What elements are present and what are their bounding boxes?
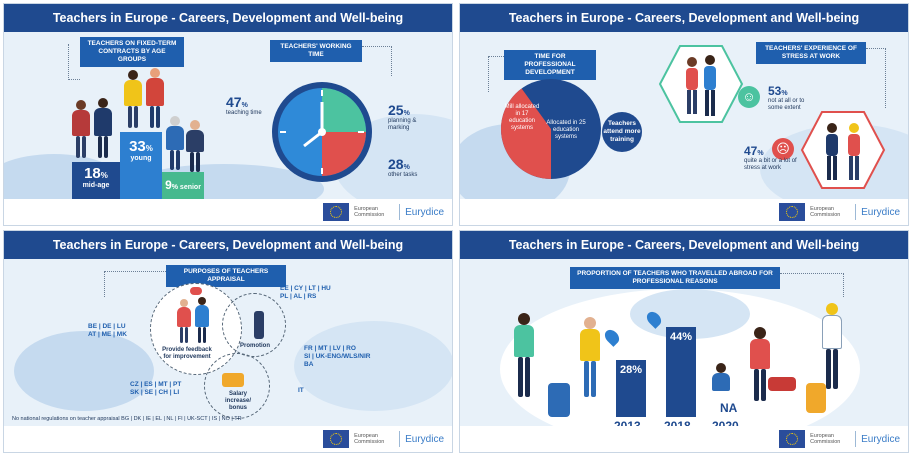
fixed-term-contracts-tag: TEACHERS ON FIXED-TERM CONTRACTS BY AGE … [80,37,184,67]
eurydice-brand: Eurydice [861,433,900,445]
connector-line [104,271,166,297]
high-stress-label: quite a bit or a lot of stress at work [744,158,797,171]
mid-age-block: 18% mid-age [72,162,120,200]
panel-title: Teachers in Europe - Careers, Developmen… [4,231,452,259]
planning-label: planning & marking [388,118,417,131]
sad-face-icon: ☹ [772,138,794,160]
attend-training-badge: Teachers attend more training [602,112,642,152]
low-stress-value: 53 [768,84,782,98]
pie-blue-label: Allocated in 25 education systems [546,120,586,140]
young-block: 33% young [120,132,162,200]
european-commission-label: European Commission [354,205,385,219]
background-cloud [294,321,452,411]
eurydice-brand: Eurydice [405,206,444,218]
stress-experience-tag: TEACHERS' EXPERIENCE OF STRESS AT WORK [756,42,866,64]
countries-all-purposes: FR | MT | LV | RO SI | UK-ENG/WLS/NIR BA [304,345,371,368]
panel-footer: European Commission Eurydice [4,426,452,452]
european-commission-label: European Commission [354,432,385,446]
pie-slice-not-allocated [501,88,551,179]
footer-logo: European Commission Eurydice [323,203,444,221]
infographic-panel-development-stress: Teachers in Europe - Careers, Developmen… [459,3,909,226]
travel-value-2020: NA [720,401,738,415]
planning-stat: 25% planning & marking [388,102,438,132]
pie-red-label: Mill allocated in 17 education systems [504,104,540,131]
teaching-time-label: teaching time [226,110,262,116]
teaching-time-value: 47 [226,94,242,110]
countries-feedback-only: BE | DE | LU AT | ME | MK [88,323,127,338]
footer-logo: European Commission Eurydice [779,203,900,221]
eu-flag-icon [323,430,350,448]
panel-title: Teachers in Europe - Careers, Developmen… [4,4,452,32]
high-stress-stat: 47% quite a bit or a lot of stress at wo… [744,144,800,172]
salary-circle [204,353,270,419]
infographic-panel-contracts-working-time: Teachers in Europe - Careers, Developmen… [3,3,453,226]
smile-face-icon: ☺ [738,86,760,108]
senior-label: senior [179,184,201,191]
professional-development-tag: TIME FOR PROFESSIONAL DEVELOPMENT [504,50,596,80]
european-commission-label: European Commission [810,205,841,219]
high-stress-hexagon [800,111,886,189]
planning-value: 25 [388,102,404,118]
connector-line [780,273,844,297]
mid-age-value: 18 [84,165,101,182]
country-salary-only: IT [298,387,304,394]
young-label: young [130,155,152,162]
travel-bar-2013: 28% [616,359,646,417]
planning-slice [322,88,366,132]
appraisal-purposes-tag: PURPOSES OF TEACHERS APPRAISAL [166,265,286,287]
travel-bar-2018: 44% [666,327,696,417]
feedback-label: Provide feedback for improvement [162,347,212,360]
teaching-time-stat: 47% teaching time [226,94,262,116]
low-stress-hexagon [658,45,744,123]
money-stack-icon [222,373,244,387]
suitcase-icon [548,383,570,417]
promotion-label: Promotion [240,343,270,349]
connector-line [68,44,80,80]
senior-block: 9% senior [162,172,204,200]
other-tasks-value: 28 [388,156,404,172]
countries-feedback-salary: CZ | ES | MT | PT SK | SE | CH | LI [130,381,182,396]
salary-label: Salary increase/ bonus [224,391,252,411]
eurydice-brand: Eurydice [861,206,900,218]
connector-line [362,46,392,76]
eurydice-brand: Eurydice [405,433,444,445]
panel-footer: European Commission Eurydice [4,199,452,225]
no-regulation-footnote: No national regulations on teacher appra… [12,416,242,422]
footer-logo: European Commission Eurydice [779,430,900,448]
infographic-panel-travel-abroad: Teachers in Europe - Careers, Developmen… [459,230,909,453]
travelled-abroad-tag: PROPORTION OF TEACHERS WHO TRAVELLED ABR… [570,267,780,289]
panel-footer: European Commission Eurydice [460,426,908,452]
promotion-circle [222,293,286,357]
footer-logo: European Commission Eurydice [323,430,444,448]
suitcase-icon [806,383,826,413]
panel-footer: European Commission Eurydice [460,199,908,225]
child-figures [712,363,742,393]
connector-line [866,48,886,108]
eu-flag-icon [779,430,806,448]
low-stress-stat: 53% not at all or to some extent [768,84,820,112]
other-tasks-label: other tasks [388,172,418,178]
panel-title: Teachers in Europe - Careers, Developmen… [460,231,908,259]
european-commission-label: European Commission [810,432,841,446]
connector-line [488,56,504,92]
mid-age-label: mid-age [82,182,110,189]
background-cloud [14,331,154,411]
young-value: 33 [129,138,146,155]
high-stress-value: 47 [744,144,758,158]
panel-title: Teachers in Europe - Careers, Developmen… [460,4,908,32]
other-tasks-slice [322,132,366,176]
development-pie-chart [501,79,601,179]
travel-bag-icon [768,377,796,391]
other-tasks-stat: 28% other tasks [388,156,418,178]
speech-bubble-icon [190,287,202,295]
countries-feedback-promotion: EE | CY | LT | HU PL | AL | RS [280,285,331,300]
low-stress-label: not at all or to some extent [768,98,805,111]
climbing-figure-icon [254,311,264,339]
working-time-tag: TEACHERS' WORKING TIME [270,40,362,62]
eu-flag-icon [323,203,350,221]
working-time-clock-chart [272,82,372,182]
eu-flag-icon [779,203,806,221]
senior-value: 9 [165,178,172,192]
infographic-panel-appraisal: Teachers in Europe - Careers, Developmen… [3,230,453,453]
